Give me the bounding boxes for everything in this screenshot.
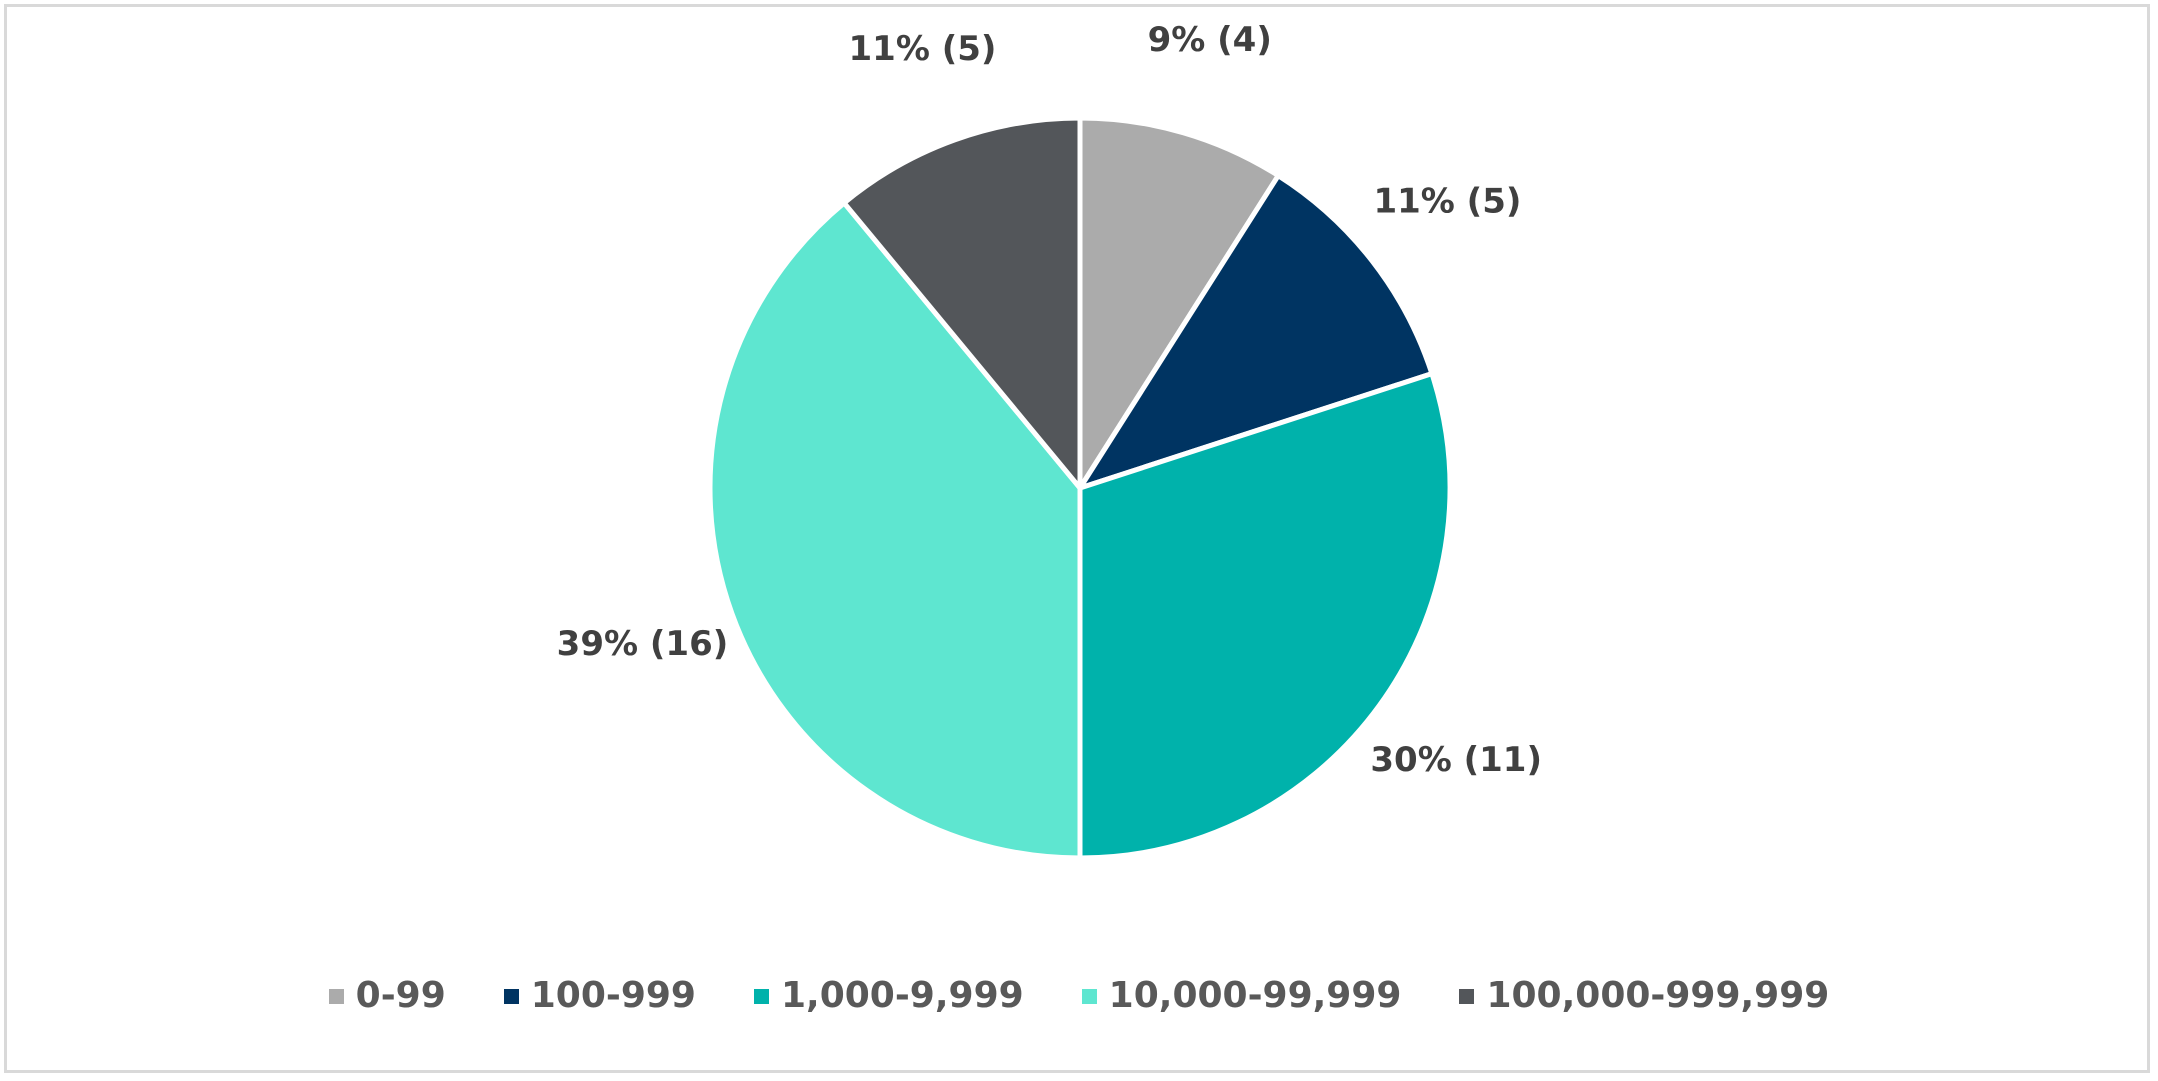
legend-item-1000-9999: 1,000-9,999 bbox=[753, 975, 1024, 1016]
pie-slice-2 bbox=[1077, 371, 1453, 861]
legend-swatch bbox=[328, 988, 344, 1004]
legend-swatch bbox=[503, 988, 519, 1004]
data-label-0: 9% (4) bbox=[1148, 20, 1272, 60]
legend-label: 100-999 bbox=[530, 975, 696, 1016]
legend-label: 0-99 bbox=[355, 975, 446, 1016]
pie-data-labels: 9% (4) 11% (5) 30% (11) 39% (16) 11% (5) bbox=[557, 20, 1542, 780]
legend-label: 10,000-99,999 bbox=[1108, 975, 1402, 1016]
data-label-4: 11% (5) bbox=[849, 29, 997, 69]
legend-label: 1,000-9,999 bbox=[780, 975, 1024, 1016]
pie-slice-3 bbox=[707, 200, 1083, 861]
data-label-1: 11% (5) bbox=[1373, 181, 1521, 221]
data-label-2: 30% (11) bbox=[1370, 740, 1542, 780]
legend-item-100-999: 100-999 bbox=[503, 975, 696, 1016]
legend-item-0-99: 0-99 bbox=[328, 975, 446, 1016]
legend-swatch bbox=[1081, 988, 1097, 1004]
legend: 0-99 100-999 1,000-9,999 10,000-99,999 1… bbox=[0, 978, 2158, 1014]
pie-slice-1 bbox=[1077, 173, 1435, 491]
data-label-3: 39% (16) bbox=[557, 624, 729, 664]
legend-item-10000-99999: 10,000-99,999 bbox=[1081, 975, 1402, 1016]
legend-item-100000-999999: 100,000-999,999 bbox=[1459, 978, 1829, 1014]
legend-label: 100,000-999,999 bbox=[1486, 975, 1830, 1016]
legend-swatch bbox=[1459, 988, 1475, 1004]
pie-slice-0 bbox=[1077, 115, 1281, 491]
pie-slices bbox=[707, 115, 1453, 861]
pie-slice-4 bbox=[841, 115, 1083, 491]
legend-swatch bbox=[753, 988, 769, 1004]
